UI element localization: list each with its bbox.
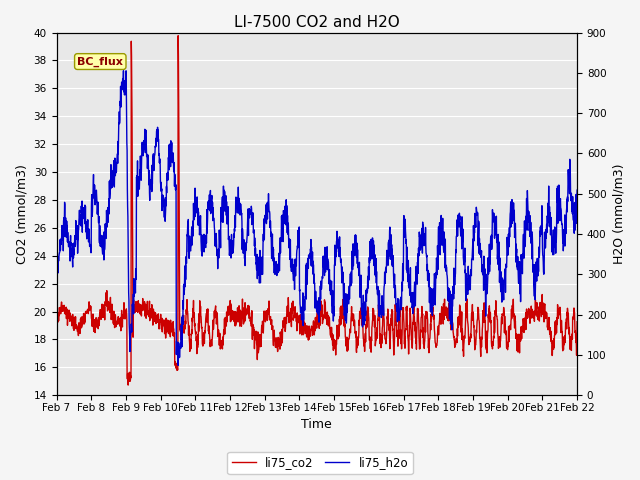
li75_h2o <box>79 207 87 213</box>
li75_h2o <box>559 230 566 236</box>
li75_h2o <box>120 68 127 73</box>
Y-axis label: CO2 (mmol/m3): CO2 (mmol/m3) <box>15 164 28 264</box>
li75_h2o <box>52 265 60 271</box>
li75_h2o <box>174 362 182 368</box>
Y-axis label: H2O (mmol/m3): H2O (mmol/m3) <box>612 164 625 264</box>
li75_co2 <box>124 382 132 388</box>
li75_h2o <box>573 187 581 193</box>
li75_h2o <box>292 263 300 269</box>
li75_co2 <box>307 328 314 334</box>
li75_co2 <box>463 302 471 308</box>
Line: li75_co2: li75_co2 <box>56 36 577 385</box>
li75_co2 <box>559 344 566 350</box>
li75_co2 <box>52 323 60 329</box>
li75_h2o <box>559 221 566 227</box>
X-axis label: Time: Time <box>301 419 332 432</box>
Text: BC_flux: BC_flux <box>77 57 124 67</box>
li75_h2o <box>463 281 471 287</box>
li75_co2 <box>79 320 87 325</box>
Legend: li75_co2, li75_h2o: li75_co2, li75_h2o <box>227 452 413 474</box>
li75_co2 <box>174 33 182 38</box>
li75_co2 <box>559 329 566 335</box>
li75_h2o <box>307 255 314 261</box>
li75_co2 <box>573 319 581 324</box>
li75_co2 <box>292 319 300 324</box>
Line: li75_h2o: li75_h2o <box>56 71 577 365</box>
Title: LI-7500 CO2 and H2O: LI-7500 CO2 and H2O <box>234 15 400 30</box>
